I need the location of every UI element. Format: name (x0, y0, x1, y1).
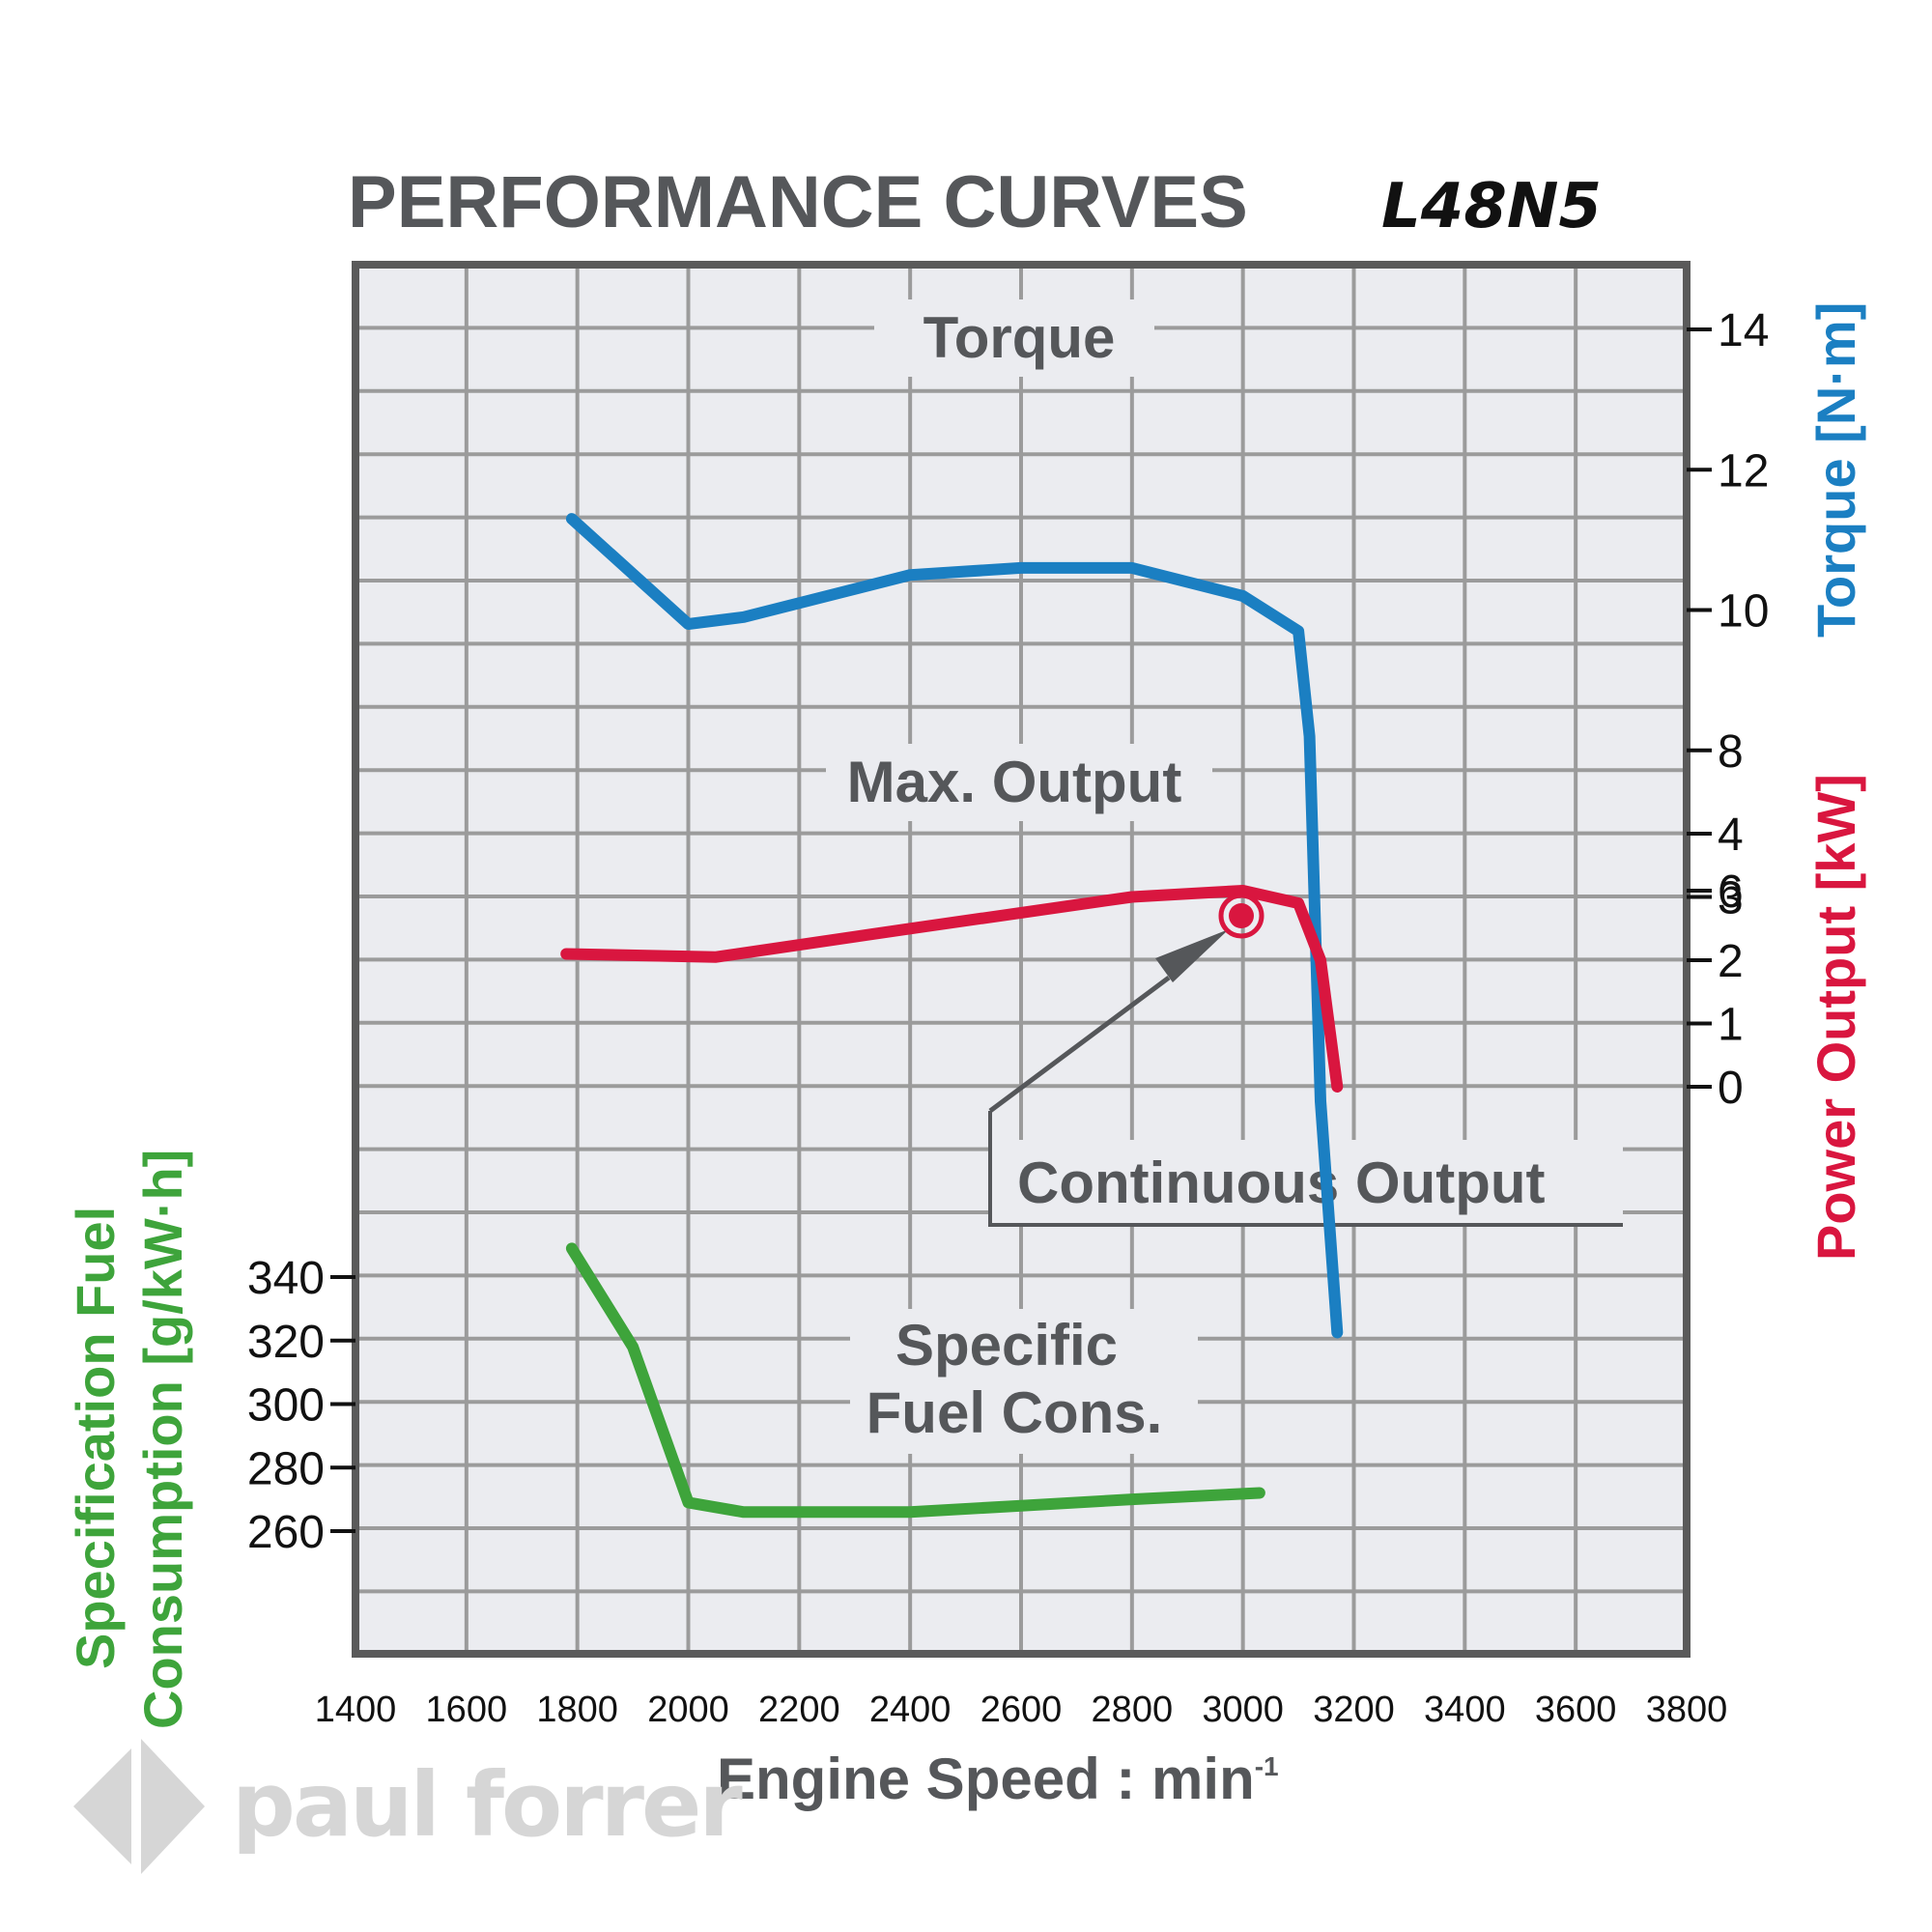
fuel-axis-label-line2: Consumption [g/kW·h] (132, 1150, 193, 1729)
x-tick-label: 1600 (426, 1690, 508, 1730)
x-tick-label: 1400 (315, 1690, 397, 1730)
continuous-label-bg (992, 1140, 1623, 1223)
x-axis-label: Engine Speed : min-1 (717, 1747, 1279, 1811)
fuel-tick-label: 300 (247, 1380, 325, 1432)
continuous-arrow-line (988, 975, 1171, 1114)
torque-curve-label: Torque (923, 305, 1116, 370)
torque-tick-label: 6 (1718, 867, 1744, 918)
fuel-curve-label-line1: Specific (895, 1313, 1118, 1378)
power-tick-label: 4 (1718, 810, 1744, 861)
fuel-tick-label: 260 (247, 1507, 325, 1558)
torque-tick-label: 10 (1718, 586, 1769, 638)
x-tick-label: 1800 (536, 1690, 618, 1730)
watermark-text: paul forrer (232, 1753, 743, 1857)
fuel-axis-label-line1: Specification Fuel (65, 1207, 126, 1669)
torque-axis-ticks: 14 12 10 8 6 (1687, 305, 1769, 918)
x-tick-label: 3000 (1202, 1690, 1284, 1730)
x-tick-label: 2000 (647, 1690, 729, 1730)
continuous-point-ring (1218, 893, 1264, 939)
torque-axis-label: Torque [N·m] (1805, 302, 1866, 638)
chart-title: PERFORMANCE CURVES (348, 161, 1248, 243)
torque-label-bg (874, 299, 1154, 377)
watermark-logo-icon (73, 1739, 205, 1874)
fuel-axis-ticks: 340 320 300 280 260 (247, 1253, 355, 1558)
x-tick-label: 3400 (1424, 1690, 1506, 1730)
fuel-curve-label-line2: Fuel Cons. (867, 1380, 1163, 1445)
x-tick-label: 2600 (980, 1690, 1063, 1730)
x-axis-ticks: 1400 1600 1800 2000 2200 2400 2600 2800 3000 3200… (315, 1690, 1728, 1730)
fuel-tick-label: 320 (247, 1317, 325, 1368)
torque-tick-label: 8 (1718, 726, 1744, 778)
x-tick-label: 2200 (758, 1690, 840, 1730)
power-tick-label: 1 (1718, 1000, 1744, 1051)
torque-tick-label: 14 (1718, 305, 1769, 356)
power-tick-label: 3 (1718, 873, 1744, 924)
power-curve-label: Max. Output (847, 750, 1182, 814)
x-tick-label: 3600 (1535, 1690, 1617, 1730)
continuous-point (1229, 903, 1254, 928)
power-axis-ticks: 4 3 2 1 0 (1687, 810, 1744, 1114)
power-tick-label: 2 (1718, 936, 1744, 987)
x-tick-label: 3800 (1646, 1690, 1728, 1730)
continuous-arrow-head (1155, 929, 1229, 982)
fuel-tick-label: 340 (247, 1253, 325, 1304)
x-tick-label: 3200 (1313, 1690, 1395, 1730)
fuel-curve (565, 1242, 1265, 1519)
torque-tick-label: 12 (1718, 445, 1769, 497)
model-label: L48N5 (1381, 171, 1602, 242)
fuel-tick-label: 280 (247, 1443, 325, 1494)
fuel-label-bg (850, 1309, 1198, 1454)
power-label-bg (826, 744, 1212, 821)
continuous-box-border (988, 1111, 1623, 1227)
power-axis-label: Power Output [kW] (1805, 774, 1866, 1261)
power-curve (560, 885, 1344, 1093)
continuous-label: Continuous Output (1017, 1151, 1546, 1215)
torque-curve (565, 513, 1344, 1339)
power-tick-label: 0 (1718, 1063, 1744, 1114)
x-tick-label: 2800 (1092, 1690, 1174, 1730)
x-tick-label: 2400 (869, 1690, 952, 1730)
